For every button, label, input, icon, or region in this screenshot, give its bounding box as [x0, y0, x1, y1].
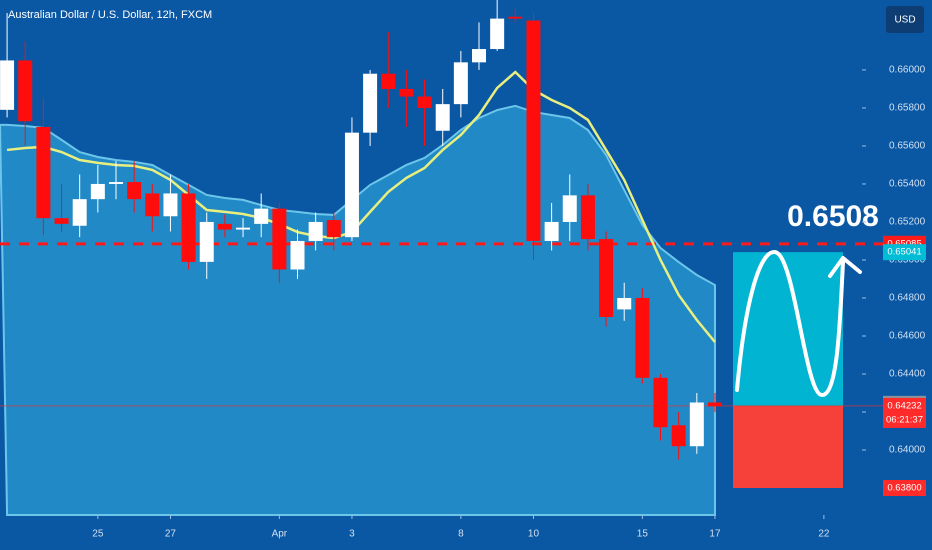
- y-tick-label: 0.65200: [889, 217, 926, 228]
- candle-body: [90, 183, 105, 200]
- price-label-box: [883, 480, 926, 497]
- x-tick-label: 27: [165, 529, 177, 540]
- price-label-box: [883, 244, 926, 261]
- candle-body: [326, 220, 341, 238]
- candle-body: [145, 193, 160, 217]
- candle-body: [163, 193, 178, 217]
- candle-body: [653, 377, 668, 428]
- candle-body: [199, 221, 214, 262]
- candle-body: [580, 195, 595, 240]
- x-tick-label: 8: [458, 529, 464, 540]
- x-tick-label: 25: [92, 529, 104, 540]
- price-label: 0.65041: [887, 247, 921, 258]
- x-tick-label: 3: [349, 529, 355, 540]
- price-label-box: [883, 397, 926, 428]
- y-tick-label: 0.64000: [889, 445, 926, 456]
- candle-body: [0, 60, 15, 110]
- candle-body: [308, 221, 323, 241]
- y-tick-label: 0.66000: [889, 65, 926, 76]
- x-tick-label: 22: [818, 529, 830, 540]
- x-tick-label: 10: [528, 529, 540, 540]
- candle-body: [689, 402, 704, 447]
- candle-body: [544, 221, 559, 241]
- candle-body: [72, 199, 87, 226]
- target-annotation: 0.6508: [787, 200, 879, 233]
- candle-body: [671, 425, 686, 447]
- countdown-label: 06:21:37: [886, 414, 923, 425]
- y-tick-label: 0.65400: [889, 179, 926, 190]
- candle-body: [108, 182, 123, 184]
- moving-average: [6, 70, 716, 343]
- candle-body: [36, 126, 51, 219]
- candle-body: [562, 195, 577, 222]
- currency-button-label[interactable]: USD: [894, 15, 915, 26]
- currency-button[interactable]: [886, 6, 924, 33]
- candle-body: [290, 240, 305, 270]
- candle-body: [344, 132, 359, 238]
- x-tick-label: 15: [637, 529, 649, 540]
- candle-body: [217, 223, 232, 230]
- candle-body: [526, 20, 541, 241]
- candle-body: [18, 60, 33, 122]
- y-tick-label: 0.64800: [889, 293, 926, 304]
- plot-area: [0, 0, 883, 516]
- candle-body: [490, 18, 505, 50]
- x-tick-label: 17: [709, 529, 721, 540]
- price-label: 0.65085: [887, 238, 921, 249]
- candle-body: [417, 96, 432, 108]
- candle-body: [399, 88, 414, 97]
- candle-body: [254, 208, 269, 224]
- candle-body: [363, 73, 378, 133]
- candle-body: [181, 193, 196, 262]
- stop-zone: [733, 405, 843, 489]
- candle-body: [472, 49, 487, 63]
- price-label: 0.64232: [887, 400, 921, 411]
- candle-body: [236, 227, 251, 230]
- forecast-arrow: [735, 250, 862, 397]
- price-label: 0.63800: [887, 483, 921, 494]
- y-tick-label: 0.65800: [889, 103, 926, 114]
- chart-title: Australian Dollar / U.S. Dollar, 12h, FX…: [8, 9, 212, 21]
- y-tick-label: 0.64400: [889, 369, 926, 380]
- x-tick-label: Apr: [272, 529, 288, 540]
- candle-body: [453, 62, 468, 105]
- y-tick-label: 0.65600: [889, 141, 926, 152]
- candle-body: [617, 297, 632, 310]
- candle-body: [272, 208, 287, 270]
- candle-body: [381, 73, 396, 89]
- candle-body: [54, 218, 69, 224]
- candle-body: [127, 182, 142, 200]
- candle-body: [508, 16, 523, 19]
- y-tick-label: 0.64600: [889, 331, 926, 342]
- candle-body: [635, 297, 650, 378]
- candle-body: [599, 239, 614, 317]
- candle-body: [707, 402, 722, 407]
- candle-body: [435, 104, 450, 131]
